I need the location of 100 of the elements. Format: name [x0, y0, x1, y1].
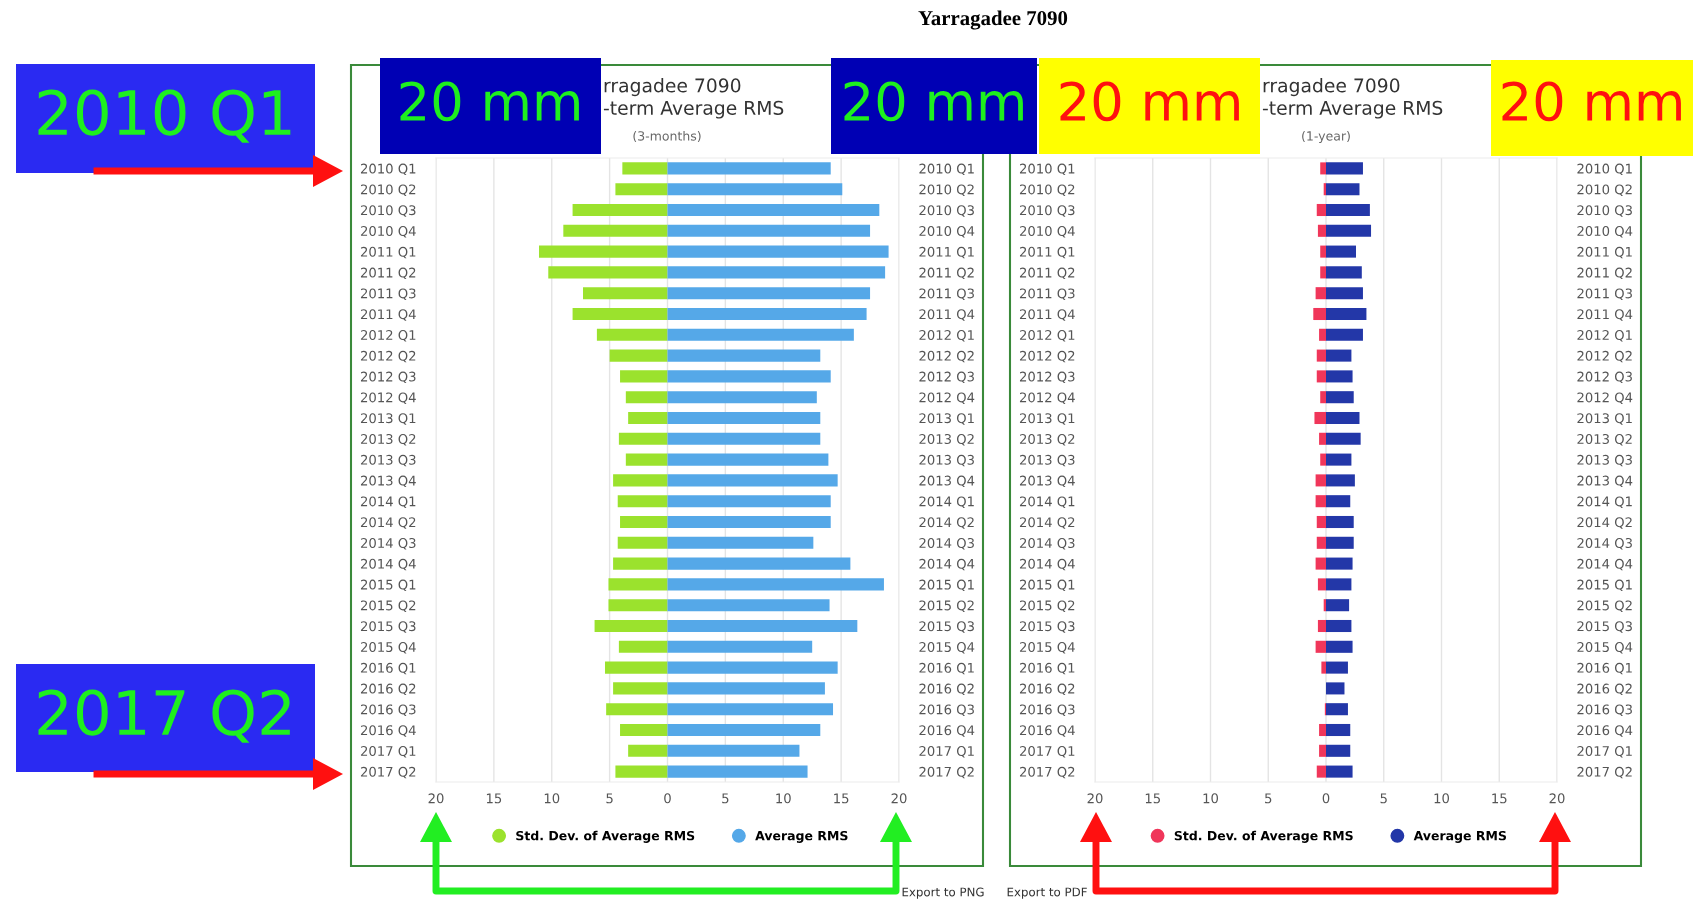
bar [620, 370, 668, 383]
bar [1316, 515, 1326, 529]
category-label: 2015 Q2 [919, 600, 974, 612]
y-tick-label: 2012 Q4 [1019, 392, 1075, 404]
category-label: 2010 Q3 [919, 205, 974, 217]
bar [667, 703, 834, 716]
bar [628, 744, 668, 757]
bar [1326, 640, 1353, 653]
bar [1313, 307, 1326, 321]
y-tick-label: 2017 Q1 [360, 746, 416, 758]
category-label: 2010 Q1 [919, 163, 974, 176]
y-tick-label: 2011 Q4 [1019, 309, 1075, 321]
category-label: 2013 Q1 [919, 413, 974, 425]
x-tick-label: 0 [664, 793, 671, 804]
category-label: 2015 Q3 [919, 621, 974, 633]
y-tick-label: 2013 Q1 [1019, 413, 1075, 425]
bar [667, 619, 858, 633]
bar [667, 224, 871, 237]
y-tick-label: 2010 Q3 [360, 205, 416, 217]
y-tick-label: 2012 Q4 [360, 392, 416, 404]
bar [1326, 619, 1352, 633]
chart-title: rragadee 7090 -term Average RMS [1262, 78, 1443, 119]
y-tick-label: 2010 Q2 [1019, 184, 1075, 196]
bar [667, 744, 800, 757]
bar [667, 599, 830, 612]
text: 20 mm [1060, 81, 1239, 122]
text: 20 mm [1502, 81, 1681, 122]
y-tick-label: 2014 Q2 [1019, 517, 1075, 529]
bar [667, 203, 880, 217]
y-tick-label: 2015 Q4 [360, 642, 416, 654]
bar [667, 245, 889, 258]
bar [1316, 536, 1326, 549]
bar [563, 224, 668, 237]
bar [1326, 723, 1351, 737]
category-label: 2010 Q2 [1577, 184, 1632, 196]
y-tick-label: 2016 Q1 [360, 662, 416, 675]
category-label: 2012 Q3 [1577, 371, 1632, 384]
bar [615, 765, 668, 778]
y-tick-label: 2016 Q4 [360, 725, 416, 737]
y-tick-label: 2016 Q4 [1019, 725, 1075, 737]
bar [667, 682, 825, 695]
y-tick-label: 2016 Q2 [360, 683, 416, 696]
category-label: 2011 Q2 [919, 267, 974, 280]
bar [667, 391, 817, 404]
category-label: 2012 Q4 [1577, 392, 1633, 404]
y-tick-label: 2012 Q2 [1019, 350, 1075, 363]
bar [615, 183, 668, 196]
category-label: 2013 Q4 [919, 475, 975, 488]
x-tick-label: 15 [486, 793, 502, 804]
bar [667, 495, 831, 508]
y-tick-label: 2011 Q1 [1019, 246, 1075, 259]
legend-label: Std. Dev. of Average RMS [516, 830, 695, 843]
bar [1314, 411, 1326, 425]
bar [606, 703, 668, 716]
bar [667, 432, 821, 445]
bar [583, 287, 668, 300]
x-tick-label: 20 [1087, 793, 1103, 804]
y-tick-label: 2014 Q2 [360, 517, 416, 529]
text: 2017 Q2 [38, 689, 290, 743]
bar [1315, 474, 1326, 487]
category-label: 2015 Q3 [1577, 621, 1632, 633]
bar [667, 411, 821, 425]
bar [1326, 411, 1360, 425]
x-tick-label: 5 [722, 793, 729, 804]
y-tick-label: 2011 Q1 [360, 246, 416, 259]
bar [1326, 744, 1351, 757]
bar [1326, 203, 1370, 217]
y-tick-label: 2013 Q3 [360, 454, 416, 467]
bar [625, 453, 668, 466]
y-tick-label: 2012 Q3 [360, 371, 416, 384]
x-tick-label: 15 [1145, 793, 1160, 804]
chart-subtitle: (1-year) [1302, 130, 1350, 144]
category-label: 2017 Q1 [1577, 746, 1632, 758]
category-label: 2015 Q4 [919, 642, 975, 654]
bar [1316, 203, 1326, 217]
bar [1317, 619, 1326, 633]
bar [1320, 162, 1326, 175]
bar [613, 682, 668, 695]
y-tick-label: 2013 Q2 [360, 434, 416, 446]
bar [572, 307, 668, 321]
bar [1315, 495, 1326, 508]
bar [1326, 682, 1345, 695]
bar [1326, 370, 1353, 383]
category-label: 2015 Q2 [1577, 600, 1632, 612]
category-label: 2012 Q2 [919, 350, 974, 363]
bar [618, 640, 668, 653]
y-tick-label: 2012 Q1 [1019, 330, 1075, 342]
category-label: 2013 Q3 [1577, 454, 1632, 467]
y-tick-label: 2015 Q3 [360, 621, 416, 633]
category-label: 2017 Q1 [919, 746, 974, 758]
bar [667, 453, 829, 466]
bar [1326, 307, 1367, 321]
y-tick-label: 2013 Q4 [360, 475, 416, 488]
category-label: 2012 Q4 [919, 392, 975, 404]
y-tick-label: 2012 Q2 [360, 350, 416, 363]
x-tick-label: 20 [428, 793, 444, 804]
bar [667, 474, 838, 487]
bar [1326, 703, 1348, 716]
x-tick-label: 10 [544, 793, 560, 804]
category-label: 2015 Q1 [1577, 579, 1632, 592]
